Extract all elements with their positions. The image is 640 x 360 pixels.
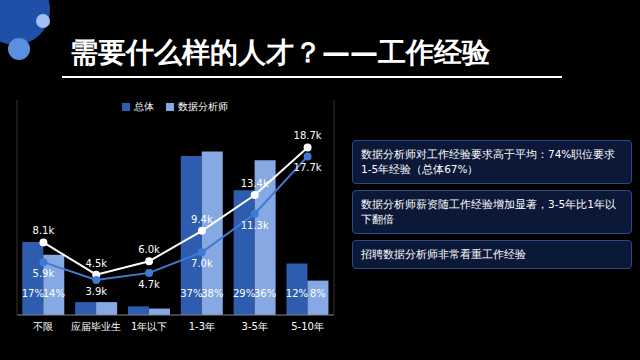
svg-text:9.4k: 9.4k	[191, 214, 213, 225]
svg-text:1年以下: 1年以下	[131, 321, 167, 332]
svg-text:4.5k: 4.5k	[85, 258, 107, 269]
svg-text:29%: 29%	[233, 288, 255, 299]
svg-text:3-5年: 3-5年	[242, 321, 268, 332]
svg-text:5-10年: 5-10年	[291, 321, 324, 332]
svg-text:37%: 37%	[180, 288, 202, 299]
svg-text:14%: 14%	[43, 288, 65, 299]
svg-text:12%: 12%	[286, 288, 308, 299]
svg-text:13.4k: 13.4k	[241, 178, 269, 189]
svg-text:17%: 17%	[22, 288, 44, 299]
svg-text:不限: 不限	[33, 321, 53, 332]
svg-text:38%: 38%	[201, 288, 223, 299]
svg-text:17.7k: 17.7k	[294, 162, 322, 173]
svg-text:1-3年: 1-3年	[189, 321, 215, 332]
html-text:数据分析师对工作经验要求高于平均：74%职位要求1-5年经验: 数据分析师对工作经验要求高于平均：74%职位要求1-5年经验（总体67%）	[361, 148, 616, 175]
svg-text:11.3k: 11.3k	[241, 220, 269, 231]
svg-text:8%: 8%	[310, 288, 326, 299]
html-text:招聘数据分析师非常看重工作经验: 招聘数据分析师非常看重工作经验	[361, 248, 526, 260]
svg-text:7.0k: 7.0k	[191, 258, 213, 269]
svg-text:3.9k: 3.9k	[85, 286, 107, 297]
svg-text:6.0k: 6.0k	[138, 244, 160, 255]
svg-text:应届毕业生: 应届毕业生	[71, 321, 121, 332]
html-text:数据分析师薪资随工作经验增加显著，3-5年比1年以下翻倍: 数据分析师薪资随工作经验增加显著，3-5年比1年以下翻倍	[361, 198, 616, 225]
html-text:总体: 总体	[134, 101, 154, 112]
svg-text:18.7k: 18.7k	[294, 130, 322, 141]
svg-text:5.9k: 5.9k	[33, 268, 55, 279]
svg-text:4.7k: 4.7k	[138, 279, 160, 290]
svg-text:8.1k: 8.1k	[33, 225, 55, 236]
html-text:数据分析师: 数据分析师	[178, 101, 228, 112]
svg-text:36%: 36%	[254, 288, 276, 299]
html-text:需要什么样的人才？——工作经验: 需要什么样的人才？——工作经验	[70, 36, 490, 69]
